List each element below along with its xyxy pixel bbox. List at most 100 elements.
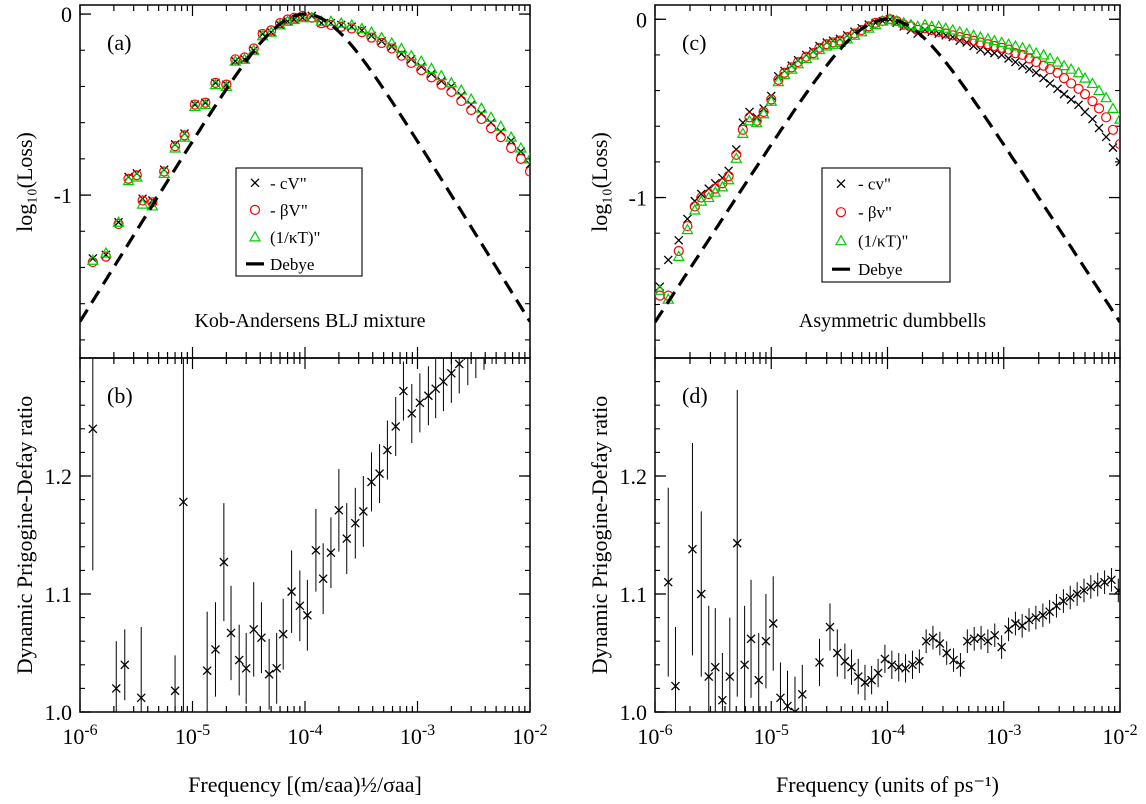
data-point [234, 655, 244, 665]
data-point [1037, 48, 1050, 60]
panel-label: (b) [107, 383, 133, 408]
plot-area-d [663, 389, 1120, 712]
legend-marker [834, 234, 848, 246]
data-point [367, 477, 376, 487]
data-point [146, 199, 159, 211]
legend-marker [835, 207, 847, 218]
data-point [170, 686, 180, 696]
data-point [188, 100, 201, 111]
data-point [1079, 586, 1089, 595]
data-point [169, 141, 181, 152]
data-point [688, 203, 701, 215]
data-point [416, 62, 426, 72]
data-point [1018, 61, 1027, 71]
data-point [969, 634, 979, 644]
debye-curve [80, 12, 530, 323]
data-point [704, 672, 714, 682]
data-point [295, 601, 305, 611]
data-point [494, 120, 507, 131]
data-point [1115, 157, 1120, 167]
data-point [1051, 601, 1061, 611]
data-point [112, 215, 125, 227]
data-point [365, 25, 378, 37]
data-point [1023, 43, 1036, 55]
data-point [505, 130, 518, 142]
debye-curve [655, 17, 1120, 324]
data-point [1052, 67, 1063, 78]
data-point [847, 662, 856, 672]
data-point [475, 101, 488, 113]
y-tick-label: 1.0 [620, 700, 648, 725]
data-point [485, 122, 497, 134]
data-point [282, 14, 293, 25]
data-point [1078, 71, 1092, 83]
data-point [480, 336, 488, 344]
data-point [655, 284, 666, 295]
data-point [918, 18, 931, 30]
data-point [382, 445, 392, 455]
data-point [334, 505, 344, 515]
data-point [687, 544, 697, 554]
data-point [1031, 68, 1041, 78]
data-point [358, 506, 368, 516]
data-point [689, 201, 700, 212]
data-point [887, 660, 897, 670]
data-point [773, 74, 784, 85]
data-point [1088, 114, 1097, 124]
data-point [136, 693, 146, 703]
data-point [476, 113, 487, 125]
y-tick-label: 1.1 [620, 582, 648, 607]
data-point [88, 424, 98, 434]
data-point [1024, 64, 1034, 74]
data-point [515, 153, 526, 164]
data-point [375, 31, 388, 43]
data-point [1106, 575, 1116, 585]
data-point [318, 574, 328, 584]
data-point [988, 34, 1001, 46]
data-point [324, 15, 337, 26]
data-point [709, 185, 722, 197]
data-point [1073, 83, 1084, 94]
legend-label: Debye [858, 260, 902, 279]
data-point [1079, 89, 1091, 100]
legend-marker [250, 178, 260, 188]
plot-area-c [655, 13, 1120, 324]
data-point [939, 21, 952, 33]
x-axis-label: Frequency [(m/εaa)½/σaa] [188, 772, 422, 797]
data-point [311, 545, 321, 555]
panel-label: (a) [107, 30, 131, 55]
data-point [1002, 37, 1015, 49]
data-point [725, 672, 735, 682]
data-point [766, 94, 777, 105]
data-point [785, 62, 798, 74]
data-point [1059, 89, 1069, 99]
data-point [1010, 619, 1020, 628]
data-point [1009, 39, 1022, 51]
panel-a: 0 -1 log₁₀(Loss) (a) Kob-Andersens BLJ mixtu… [12, 2, 531, 359]
data-point [1113, 586, 1120, 595]
data-point [860, 678, 870, 687]
data-point [436, 76, 446, 86]
y-axis-label: Dynamic Prigogine-Defay ratio [12, 396, 37, 675]
data-point [745, 107, 754, 117]
data-point [1100, 577, 1110, 587]
data-point [703, 188, 714, 200]
data-point [1038, 610, 1048, 620]
data-point [1039, 73, 1049, 83]
data-point [723, 171, 734, 182]
data-point [406, 57, 417, 69]
data-point [797, 689, 807, 699]
data-point [730, 152, 743, 163]
data-point [1113, 112, 1120, 124]
data-point [1065, 593, 1075, 602]
data-point [386, 43, 397, 54]
data-point [1045, 607, 1055, 617]
data-point [710, 178, 720, 188]
data-point [202, 666, 212, 676]
data-point [1058, 72, 1070, 84]
data-point [99, 246, 112, 258]
x-tick-label: 10-4 [287, 722, 322, 749]
data-point [169, 141, 182, 153]
data-point [466, 100, 476, 110]
